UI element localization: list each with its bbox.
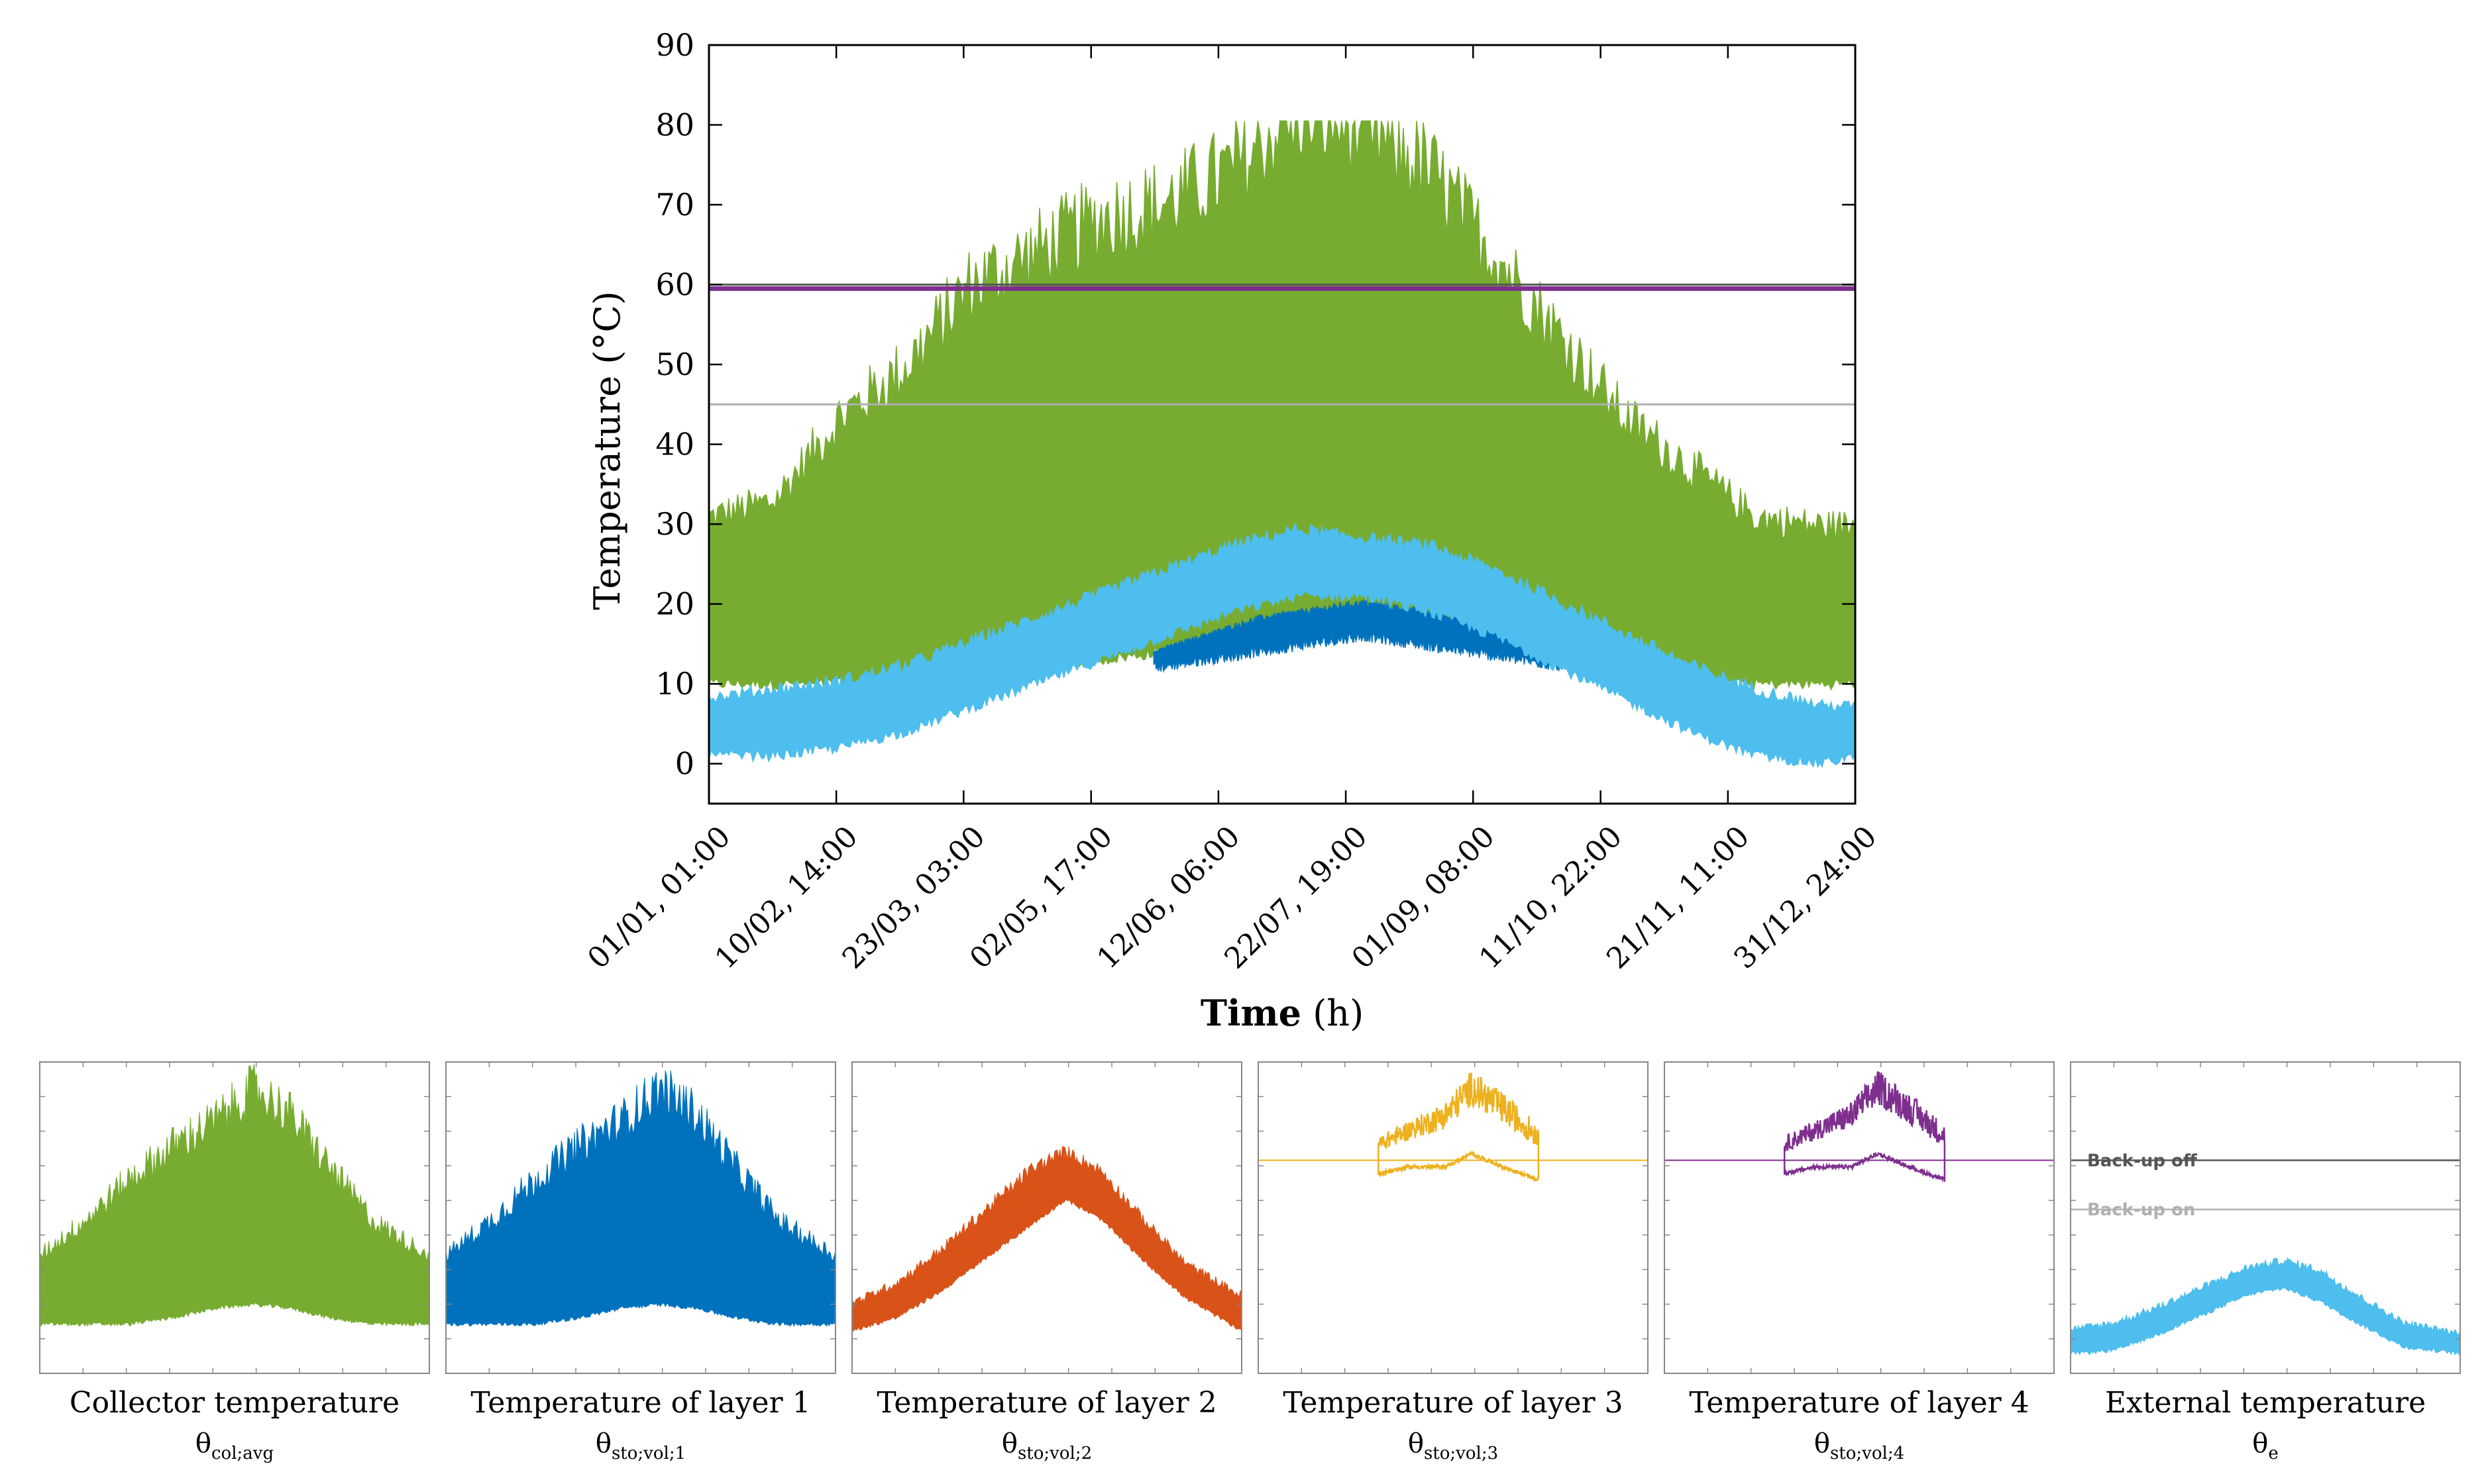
panel-symbol: θsto;vol;3	[1408, 1428, 1498, 1463]
panel-series	[39, 1064, 430, 1327]
panel-symbol-subscript: e	[2268, 1444, 2278, 1463]
panel-frame	[445, 1061, 836, 1374]
panel-symbol-subscript: sto;vol;3	[1424, 1444, 1498, 1463]
panel-series	[851, 1145, 1242, 1332]
panel-frame	[39, 1061, 430, 1374]
panel-frame	[851, 1061, 1242, 1374]
panel-legend-label: Back-up off	[2087, 1151, 2198, 1171]
panel-plot	[1258, 1073, 1648, 1183]
panel-series	[1783, 1071, 1946, 1183]
panel-symbol: θe	[2252, 1428, 2278, 1463]
panel-title: Temperature of layer 1	[470, 1386, 810, 1420]
panel-series	[2070, 1257, 2461, 1355]
panel-symbol: θsto;vol;2	[1002, 1428, 1092, 1463]
panel-series	[445, 1070, 836, 1328]
panel-plot	[851, 1145, 1242, 1332]
panel-symbol-subscript: sto;vol;1	[612, 1444, 686, 1463]
panel-plot	[39, 1064, 430, 1327]
panel-symbol-theta: θ	[1002, 1428, 1018, 1459]
main-chart-marks	[708, 119, 1856, 768]
y-tick-label: 60	[655, 267, 694, 303]
panel-3: Temperature of layer 2 θsto;vol;2	[851, 1061, 1242, 1463]
panel-symbol: θsto;vol;1	[596, 1428, 686, 1463]
panel-plot: Back-up off Back-up on	[2070, 1151, 2461, 1355]
panel-frame	[1664, 1061, 2055, 1374]
panel-symbol-theta: θ	[1814, 1428, 1830, 1459]
small-multiples: Collector temperatureθcol;avgTemperature…	[39, 1061, 2461, 1463]
y-tick-label: 40	[655, 427, 694, 462]
panel-plot	[445, 1070, 836, 1328]
panel-symbol-subscript: col;avg	[211, 1444, 274, 1463]
panel-series	[1377, 1073, 1540, 1183]
panel-symbol-theta: θ	[1408, 1428, 1424, 1459]
y-tick-label: 10	[655, 666, 694, 702]
panel-4: Temperature of layer 3 θsto;vol;3	[1258, 1061, 1649, 1463]
panel-title: External temperature	[2105, 1386, 2426, 1420]
panel-title: Temperature of layer 4	[1689, 1386, 2029, 1420]
panel-symbol-theta: θ	[2252, 1428, 2268, 1459]
y-tick-label: 30	[655, 506, 694, 542]
panel-symbol-subscript: sto;vol;4	[1830, 1444, 1904, 1463]
panel-symbol-subscript: sto;vol;2	[1018, 1444, 1092, 1463]
panel-5: Temperature of layer 4 θsto;vol;4	[1664, 1061, 2055, 1463]
panel-symbol-theta: θ	[596, 1428, 612, 1459]
y-axis-title: Temperature (°C)	[586, 291, 628, 610]
panel-title: Temperature of layer 2	[877, 1386, 1217, 1420]
y-axis: 0 10 20 30 40 50 60 70 80 90	[655, 27, 1855, 782]
y-tick-label: 20	[655, 586, 694, 622]
panel-frame	[1258, 1061, 1649, 1374]
y-tick-label: 50	[655, 346, 694, 382]
y-axis-unit: (°C)	[586, 291, 628, 364]
panel-plot	[1664, 1071, 2054, 1183]
panel-title: Collector temperature	[70, 1386, 400, 1420]
panel-symbol: θsto;vol;4	[1814, 1428, 1904, 1463]
y-tick-label: 0	[675, 746, 694, 782]
panel-symbol-theta: θ	[195, 1428, 211, 1459]
panel-1: Collector temperature θcol;avg	[39, 1061, 430, 1463]
y-tick-label: 70	[655, 187, 694, 223]
panel-frame	[2070, 1061, 2461, 1374]
panel-6: Back-up off Back-up on External temperatur…	[2070, 1061, 2461, 1463]
y-tick-label: 90	[655, 27, 694, 63]
panel-title: Temperature of layer 3	[1283, 1386, 1623, 1420]
panel-symbol: θcol;avg	[195, 1428, 274, 1463]
panel-2: Temperature of layer 1 θsto;vol;1	[445, 1061, 836, 1463]
y-tick-label: 80	[655, 107, 694, 143]
x-axis-title: Time (h)	[1201, 992, 1364, 1034]
x-axis-title-text: Time	[1201, 992, 1301, 1034]
panel-legend-label: Back-up on	[2087, 1200, 2195, 1220]
x-axis-unit: (h)	[1313, 992, 1364, 1034]
y-axis-title-text: Temperature	[586, 376, 628, 610]
main-plot-frame	[708, 44, 1857, 805]
